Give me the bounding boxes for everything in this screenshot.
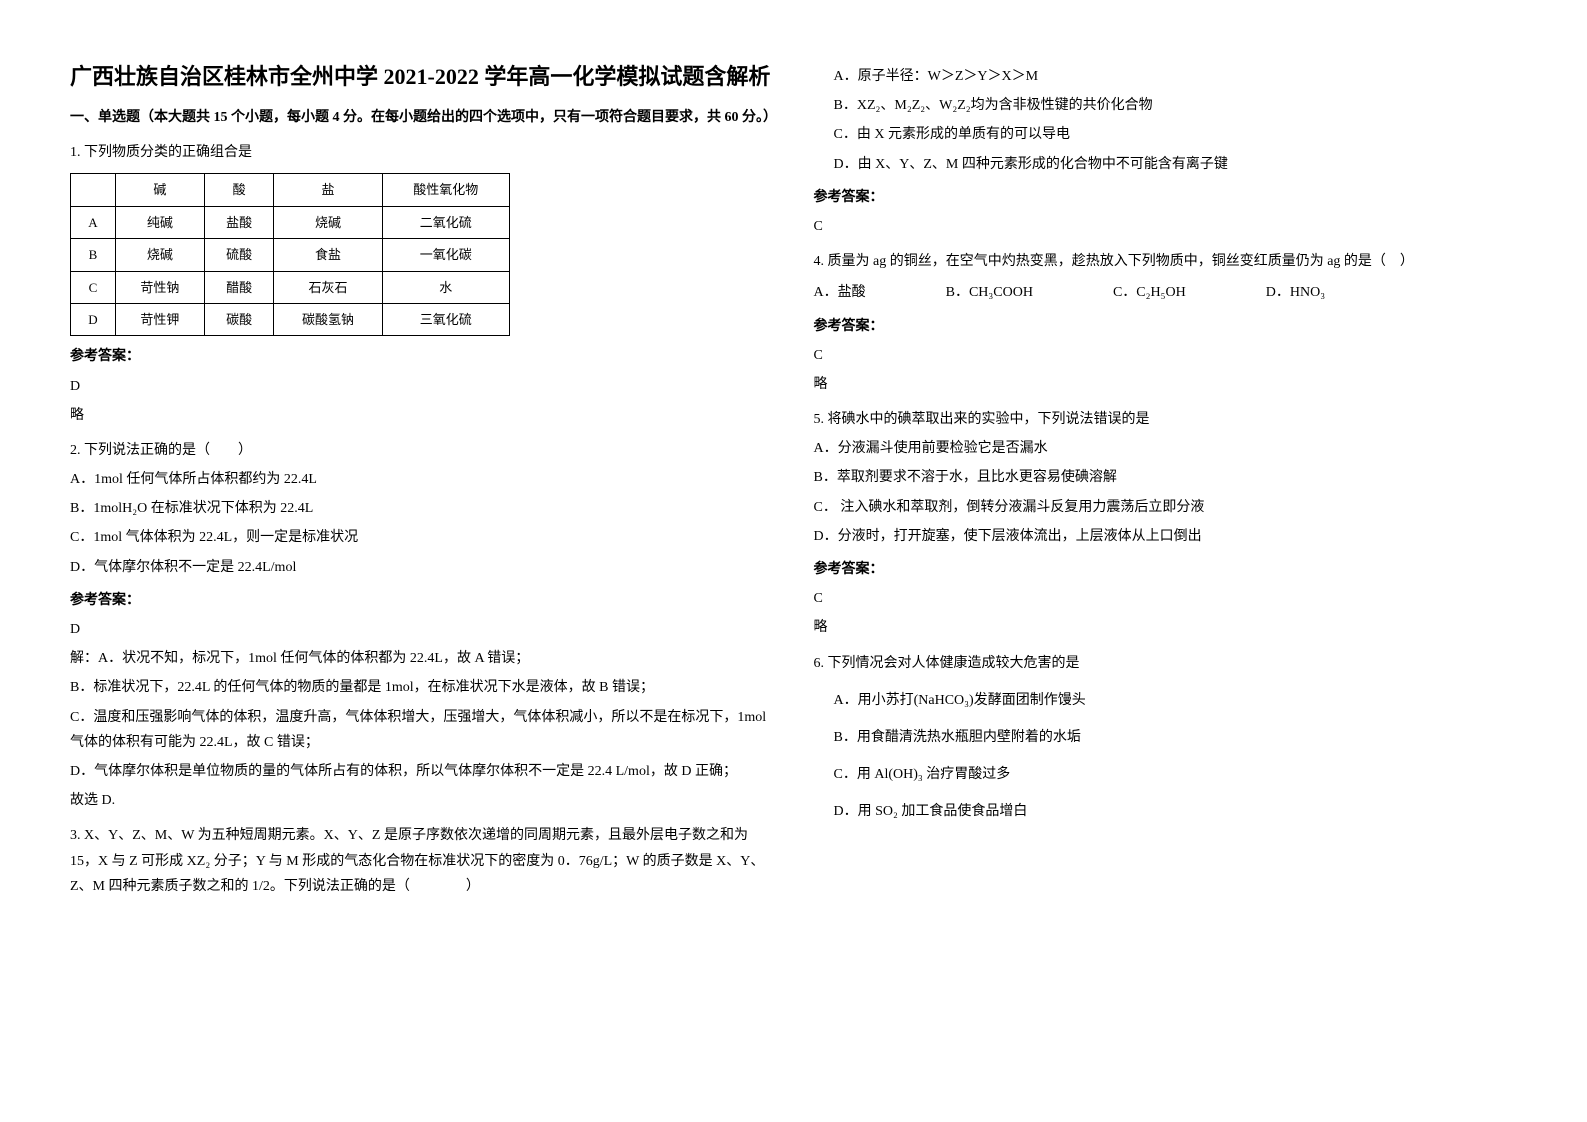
table-cell: A bbox=[71, 206, 116, 238]
q1-table: 碱 酸 盐 酸性氧化物 A 纯碱 盐酸 烧碱 二氧化硫 B 烧碱 硫酸 食盐 一… bbox=[70, 173, 510, 336]
q2-answer-label: 参考答案： bbox=[70, 588, 774, 613]
q5-option-a: A．分液漏斗使用前要检验它是否漏水 bbox=[814, 436, 1518, 461]
table-cell: 烧碱 bbox=[274, 206, 382, 238]
table-cell: 苛性钾 bbox=[116, 303, 205, 335]
q2-exp5: 故选 D. bbox=[70, 788, 774, 813]
table-cell: C bbox=[71, 271, 116, 303]
q5-answer-label: 参考答案： bbox=[814, 557, 1518, 582]
q6-option-b: B．用食醋清洗热水瓶胆内壁附着的水垢 bbox=[814, 725, 1518, 750]
q2-answer: D bbox=[70, 617, 774, 642]
q4-answer: C bbox=[814, 343, 1518, 368]
q4-answer-label: 参考答案： bbox=[814, 314, 1518, 339]
q5-option-b: B．萃取剂要求不溶于水，且比水更容易使碘溶解 bbox=[814, 465, 1518, 490]
table-cell: 石灰石 bbox=[274, 271, 382, 303]
q4-option-c: C．C₂H₅OH bbox=[1113, 280, 1186, 305]
q3-answer: C bbox=[814, 214, 1518, 239]
q5-option-d: D．分液时，打开旋塞，使下层液体流出，上层液体从上口倒出 bbox=[814, 524, 1518, 549]
q3-option-b: B．XZ₂、M₂Z₂、W₂Z₂均为含非极性键的共价化合物 bbox=[814, 93, 1518, 118]
q2-option-b: B．1molH₂O 在标准状况下体积为 22.4L bbox=[70, 496, 774, 521]
q4-options-row: A．盐酸 B．CH₃COOH C．C₂H₅OH D．HNO₃ bbox=[814, 280, 1518, 305]
q5-stem: 5. 将碘水中的碘萃取出来的实验中，下列说法错误的是 bbox=[814, 407, 1518, 432]
q3-answer-label: 参考答案： bbox=[814, 185, 1518, 210]
q5-explanation: 略 bbox=[814, 615, 1518, 640]
table-header-cell bbox=[71, 174, 116, 206]
table-row: B 烧碱 硫酸 食盐 一氧化碳 bbox=[71, 239, 510, 271]
left-column: 广西壮族自治区桂林市全州中学 2021-2022 学年高一化学模拟试题含解析 一… bbox=[50, 60, 794, 1062]
q2-option-d: D．气体摩尔体积不一定是 22.4L/mol bbox=[70, 555, 774, 580]
document-title: 广西壮族自治区桂林市全州中学 2021-2022 学年高一化学模拟试题含解析 bbox=[70, 60, 774, 93]
q1-answer-label: 参考答案： bbox=[70, 344, 774, 369]
q2-stem: 2. 下列说法正确的是（ ） bbox=[70, 438, 774, 463]
q1-answer: D bbox=[70, 374, 774, 399]
q2-exp1: 解：A．状况不知，标况下，1mol 任何气体的体积都为 22.4L，故 A 错误… bbox=[70, 646, 774, 671]
table-cell: 一氧化碳 bbox=[382, 239, 509, 271]
table-cell: 硫酸 bbox=[204, 239, 274, 271]
table-row: A 纯碱 盐酸 烧碱 二氧化硫 bbox=[71, 206, 510, 238]
q3-option-a: A．原子半径：W＞Z＞Y＞X＞M bbox=[814, 64, 1518, 89]
q6-option-a: A．用小苏打(NaHCO₃)发酵面团制作馒头 bbox=[814, 688, 1518, 713]
section-header: 一、单选题（本大题共 15 个小题，每小题 4 分。在每小题给出的四个选项中，只… bbox=[70, 105, 774, 130]
table-header-cell: 酸性氧化物 bbox=[382, 174, 509, 206]
table-cell: D bbox=[71, 303, 116, 335]
table-cell: 烧碱 bbox=[116, 239, 205, 271]
q2-option-c: C．1mol 气体体积为 22.4L，则一定是标准状况 bbox=[70, 525, 774, 550]
table-header-cell: 碱 bbox=[116, 174, 205, 206]
table-cell: B bbox=[71, 239, 116, 271]
q4-stem: 4. 质量为 ag 的铜丝，在空气中灼热变黑，趁热放入下列物质中，铜丝变红质量仍… bbox=[814, 249, 1518, 274]
q3-option-c: C．由 X 元素形成的单质有的可以导电 bbox=[814, 122, 1518, 147]
table-cell: 水 bbox=[382, 271, 509, 303]
table-header-row: 碱 酸 盐 酸性氧化物 bbox=[71, 174, 510, 206]
table-cell: 纯碱 bbox=[116, 206, 205, 238]
table-header-cell: 酸 bbox=[204, 174, 274, 206]
q2-exp2: B．标准状况下，22.4L 的任何气体的物质的量都是 1mol，在标准状况下水是… bbox=[70, 675, 774, 700]
q4-option-b: B．CH₃COOH bbox=[946, 280, 1033, 305]
table-header-cell: 盐 bbox=[274, 174, 382, 206]
q6-stem: 6. 下列情况会对人体健康造成较大危害的是 bbox=[814, 651, 1518, 676]
q2-exp3: C．温度和压强影响气体的体积，温度升高，气体体积增大，压强增大，气体体积减小，所… bbox=[70, 705, 774, 755]
table-cell: 盐酸 bbox=[204, 206, 274, 238]
table-cell: 苛性钠 bbox=[116, 271, 205, 303]
table-row: D 苛性钾 碳酸 碳酸氢钠 三氧化硫 bbox=[71, 303, 510, 335]
q1-explanation: 略 bbox=[70, 403, 774, 428]
table-cell: 碳酸氢钠 bbox=[274, 303, 382, 335]
q2-exp4: D．气体摩尔体积是单位物质的量的气体所占有的体积，所以气体摩尔体积不一定是 22… bbox=[70, 759, 774, 784]
table-cell: 醋酸 bbox=[204, 271, 274, 303]
table-row: C 苛性钠 醋酸 石灰石 水 bbox=[71, 271, 510, 303]
q5-answer: C bbox=[814, 586, 1518, 611]
table-cell: 食盐 bbox=[274, 239, 382, 271]
right-column: A．原子半径：W＞Z＞Y＞X＞M B．XZ₂、M₂Z₂、W₂Z₂均为含非极性键的… bbox=[794, 60, 1538, 1062]
q3-option-d: D．由 X、Y、Z、M 四种元素形成的化合物中不可能含有离子键 bbox=[814, 152, 1518, 177]
q3-stem: 3. X、Y、Z、M、W 为五种短周期元素。X、Y、Z 是原子序数依次递增的同周… bbox=[70, 823, 774, 899]
table-cell: 碳酸 bbox=[204, 303, 274, 335]
q4-option-d: D．HNO₃ bbox=[1266, 280, 1325, 305]
q5-option-c: C． 注入碘水和萃取剂，倒转分液漏斗反复用力震荡后立即分液 bbox=[814, 495, 1518, 520]
table-cell: 二氧化硫 bbox=[382, 206, 509, 238]
q4-explanation: 略 bbox=[814, 372, 1518, 397]
q6-option-c: C．用 Al(OH)₃ 治疗胃酸过多 bbox=[814, 762, 1518, 787]
q2-option-a: A．1mol 任何气体所占体积都约为 22.4L bbox=[70, 467, 774, 492]
q1-stem: 1. 下列物质分类的正确组合是 bbox=[70, 140, 774, 165]
q4-option-a: A．盐酸 bbox=[814, 280, 866, 305]
q6-option-d: D．用 SO₂ 加工食品使食品增白 bbox=[814, 799, 1518, 824]
table-cell: 三氧化硫 bbox=[382, 303, 509, 335]
